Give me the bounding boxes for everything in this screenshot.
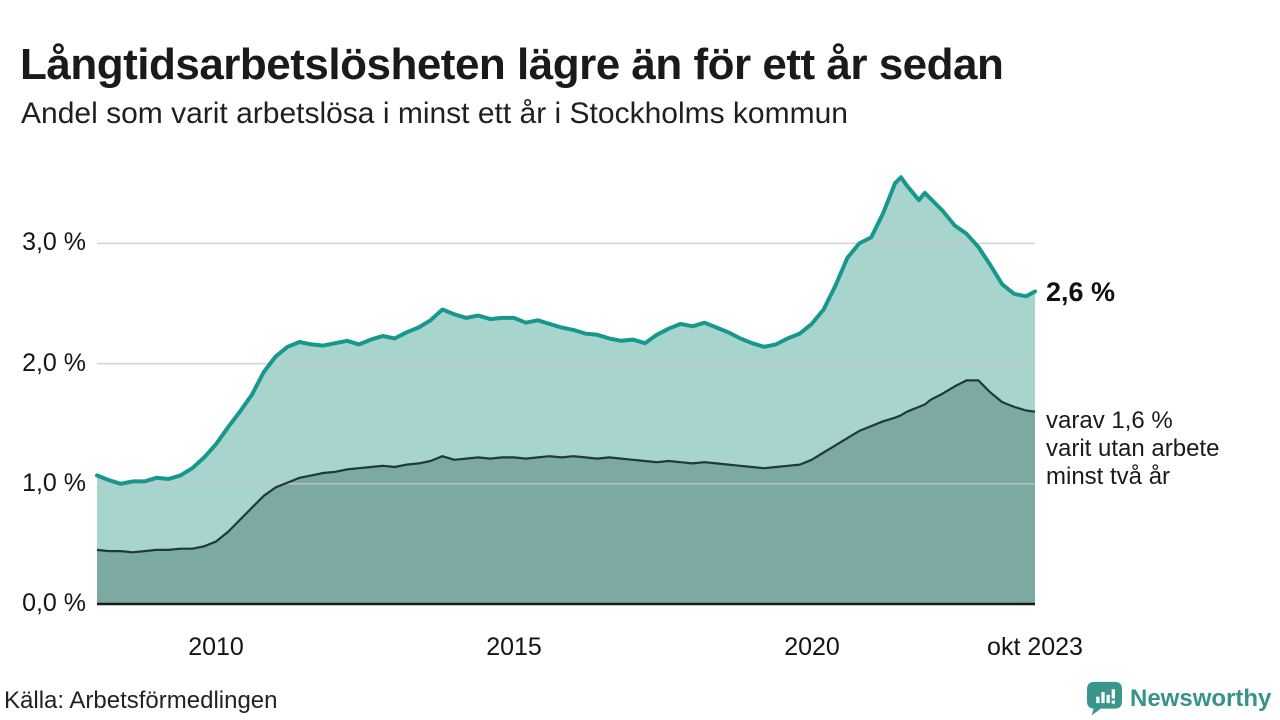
subset-label-line-2: varit utan arbete [1046,435,1220,462]
series-lines [95,175,1037,606]
series-end-label-subset: varav 1,6 % varit utan arbete minst två … [1046,407,1219,491]
newsworthy-logo: Newsworthy [1086,681,1271,716]
subset-label-line-3: minst två år [1046,463,1171,490]
x-tick-label-2010: 2010 [188,633,244,661]
area-subset [97,380,1035,604]
chart-title: Långtidsarbetslösheten lägre än för ett … [20,40,1004,90]
y-tick-label-1: 1,0 % [22,468,86,497]
subset-label-line-1: varav 1,6 % [1046,407,1173,434]
x-tick-label-2015: 2015 [486,633,542,661]
newsworthy-wordmark: Newsworthy [1130,684,1272,712]
source-note: Källa: Arbetsförmedlingen [4,687,278,714]
newsworthy-icon [1087,681,1122,716]
chart-subtitle: Andel som varit arbetslösa i minst ett å… [21,97,848,130]
gridlines [97,242,1035,485]
line-subset [96,379,1036,554]
y-tick-label-3: 3,0 % [22,228,86,257]
y-tick-label-0: 0,0 % [22,589,86,617]
line-total [95,175,1037,486]
x-tick-label-2020: 2020 [784,633,840,661]
x-tick-label-okt-2023: okt 2023 [987,633,1083,661]
series-end-label-total: 2,6 % [1046,277,1116,307]
area-fills [97,177,1035,605]
y-tick-label-2: 2,0 % [22,348,86,377]
